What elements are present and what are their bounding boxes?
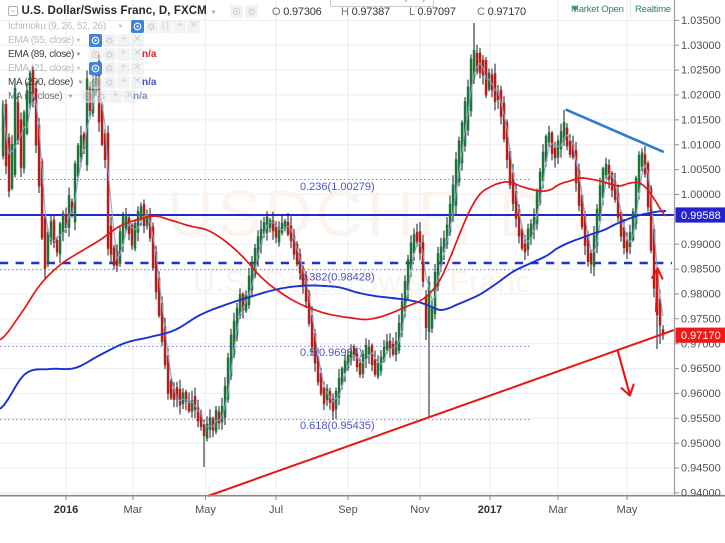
svg-text:0.95500: 0.95500 — [681, 413, 721, 425]
svg-text:1.00500: 1.00500 — [681, 164, 721, 176]
svg-text:1.01500: 1.01500 — [681, 115, 721, 127]
svg-text:Mar: Mar — [549, 504, 568, 516]
svg-text:1.00000: 1.00000 — [681, 189, 721, 201]
svg-text:0.98500: 0.98500 — [681, 264, 721, 276]
svg-text:May: May — [617, 504, 638, 516]
svg-text:0.96500: 0.96500 — [681, 363, 721, 375]
svg-text:0.96000: 0.96000 — [681, 388, 721, 400]
svg-text:0.98000: 0.98000 — [681, 289, 721, 301]
svg-text:0.94500: 0.94500 — [681, 463, 721, 475]
svg-text:0.236(1.00279): 0.236(1.00279) — [300, 181, 375, 193]
svg-text:1.03500: 1.03500 — [681, 15, 721, 27]
svg-text:1.03000: 1.03000 — [681, 40, 721, 52]
svg-text:May: May — [195, 504, 216, 516]
svg-text:USDCHF, D: USDCHF, D — [167, 177, 550, 250]
svg-text:Mar: Mar — [124, 504, 143, 516]
svg-text:1.02000: 1.02000 — [681, 90, 721, 102]
svg-text:1.01000: 1.01000 — [681, 139, 721, 151]
svg-text:0.94000: 0.94000 — [681, 488, 721, 500]
svg-text:0.618(0.95435): 0.618(0.95435) — [300, 420, 375, 432]
svg-text:2016: 2016 — [54, 504, 78, 516]
svg-text:1.02500: 1.02500 — [681, 65, 721, 77]
svg-text:0.99588: 0.99588 — [681, 210, 721, 222]
svg-text:Jul: Jul — [269, 504, 283, 516]
svg-text:0.382(0.98428): 0.382(0.98428) — [300, 272, 375, 284]
svg-text:2017: 2017 — [478, 504, 502, 516]
svg-text:Sep: Sep — [338, 504, 358, 516]
svg-text:0.95000: 0.95000 — [681, 438, 721, 450]
svg-text:0.97500: 0.97500 — [681, 313, 721, 325]
svg-text:0.99000: 0.99000 — [681, 239, 721, 251]
svg-text:0.97170: 0.97170 — [681, 330, 721, 342]
svg-text:Nov: Nov — [410, 504, 430, 516]
